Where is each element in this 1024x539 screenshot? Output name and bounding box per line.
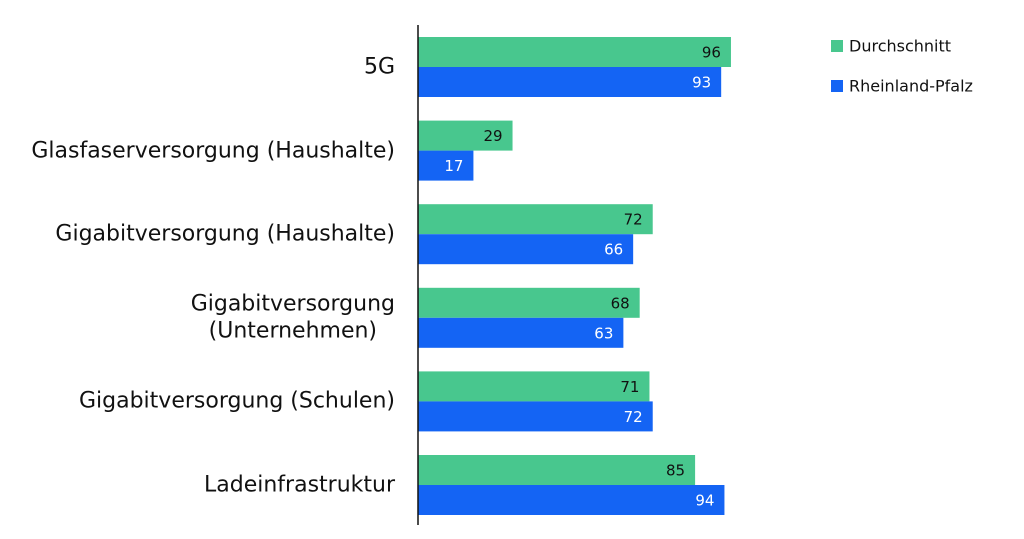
category-label-text: Ladeinfrastruktur <box>204 472 395 498</box>
value-label: 71 <box>620 378 639 396</box>
value-label: 63 <box>594 324 613 342</box>
category-label-text: Glasfaserversorgung (Haushalte) <box>31 137 395 163</box>
value-label: 72 <box>624 211 643 229</box>
category-label-text: 5G <box>363 54 395 80</box>
legend-swatch <box>831 40 843 52</box>
value-label: 72 <box>624 408 643 426</box>
category-label: Gigabitversorgung (Haushalte) <box>55 220 395 248</box>
legend-label-text: Durchschnitt <box>849 36 952 56</box>
legend-label: Durchschnitt <box>849 37 951 56</box>
bar <box>418 455 696 485</box>
value-label: 96 <box>702 44 721 62</box>
category-label-text: Gigabitversorgung (Schulen) <box>78 388 395 414</box>
category-label: Gigabitversorgung (Unternehmen) <box>191 290 395 345</box>
value-label: 66 <box>604 241 623 259</box>
legend-label-text: Rheinland-Pfalz <box>849 76 973 96</box>
value-label: 94 <box>695 492 714 510</box>
category-label-text: Gigabitversorgung (Unternehmen) <box>190 291 395 344</box>
category-label: 5G <box>364 53 395 81</box>
bar <box>418 317 624 348</box>
bar <box>418 287 640 318</box>
value-label: 29 <box>483 127 502 145</box>
bar <box>418 120 513 151</box>
bar <box>418 371 650 402</box>
legend-swatch <box>831 80 843 92</box>
category-label-text: Gigabitversorgung (Haushalte) <box>55 221 395 247</box>
value-label: 68 <box>611 294 630 312</box>
category-label: Ladeinfrastruktur <box>204 471 395 499</box>
bar <box>418 234 634 265</box>
legend-label: Rheinland-Pfalz <box>849 77 973 96</box>
bar <box>418 204 653 235</box>
value-label: 17 <box>444 157 463 175</box>
value-label: 85 <box>666 462 685 480</box>
bar <box>418 485 725 515</box>
bar <box>418 150 474 181</box>
bar <box>418 67 722 97</box>
bar <box>418 37 731 67</box>
category-label: Glasfaserversorgung (Haushalte) <box>31 137 395 165</box>
bar <box>418 401 653 432</box>
category-label: Gigabitversorgung (Schulen) <box>79 388 395 416</box>
value-label: 93 <box>692 74 711 92</box>
